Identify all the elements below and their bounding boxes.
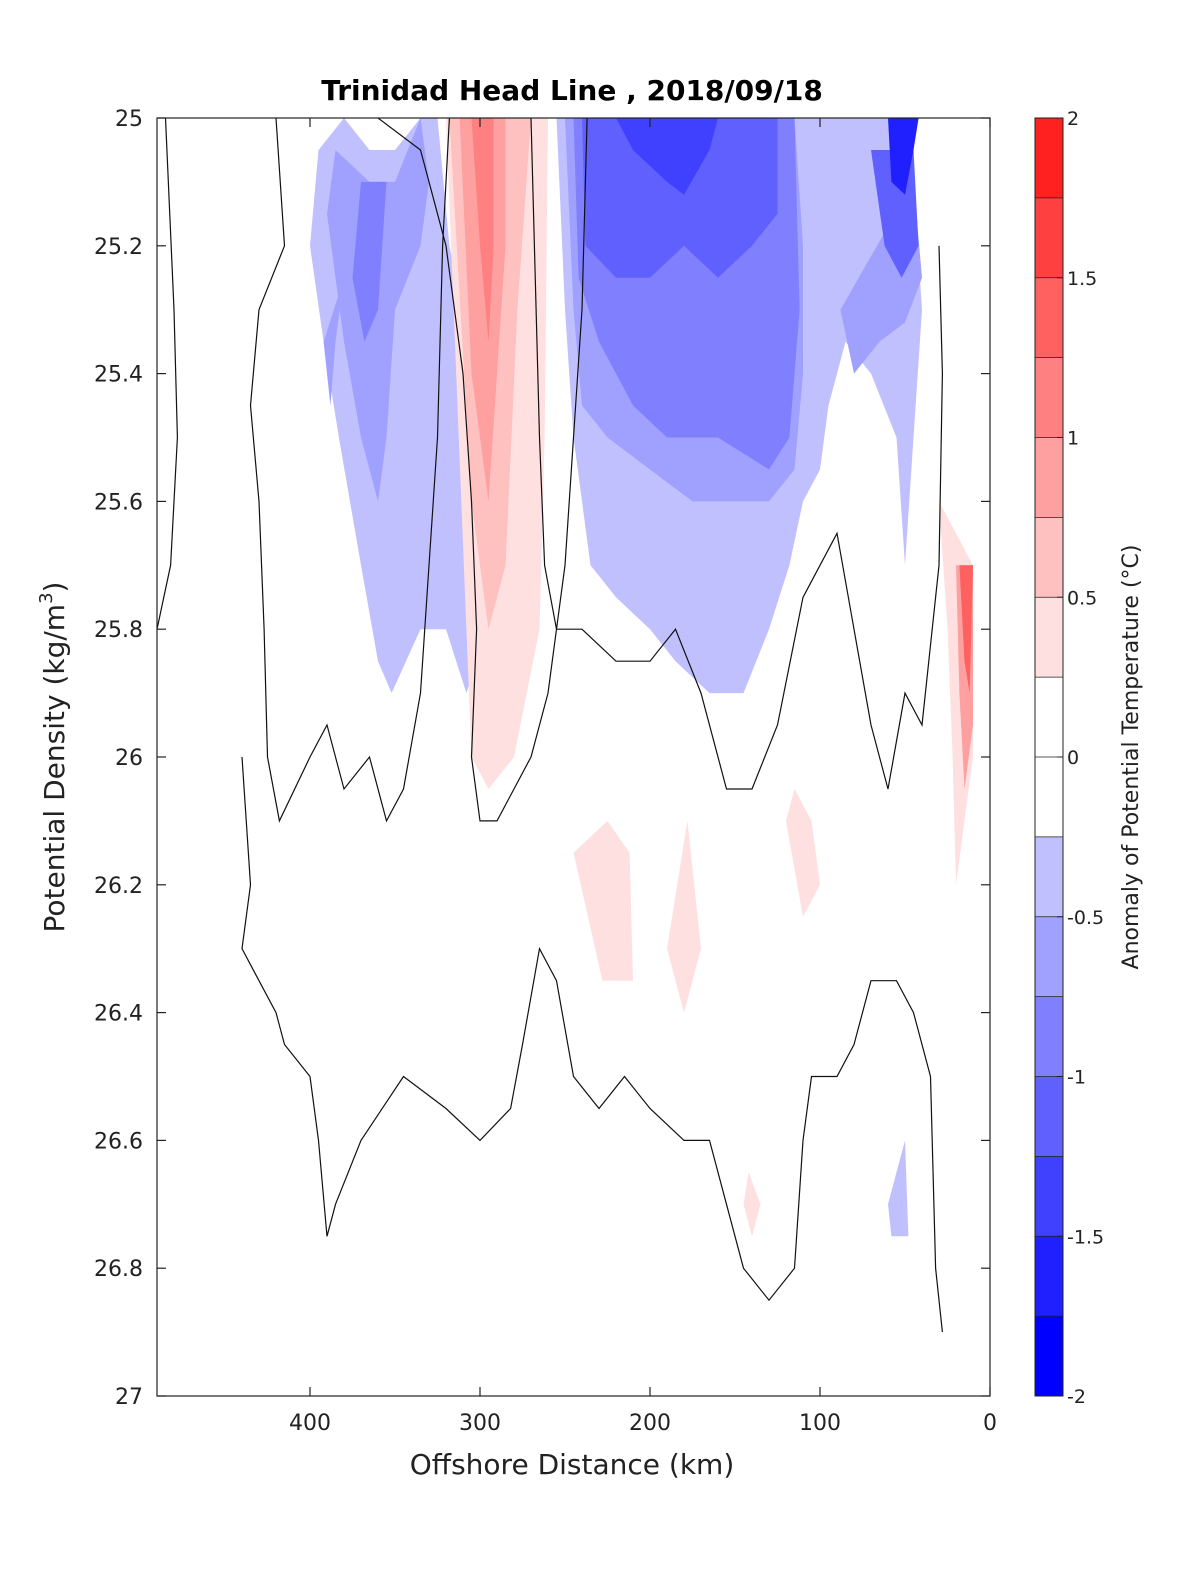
colorbar-segment — [1035, 677, 1063, 757]
contour-region-warm-300-core — [459, 118, 506, 502]
colorbar-segment — [1035, 1076, 1063, 1157]
colorbar-segment — [1035, 597, 1063, 678]
y-axis-label-close: ) — [38, 582, 71, 593]
contour-region-warm-blob-a — [573, 820, 633, 981]
y-tick-label: 25 — [115, 107, 143, 132]
y-tick-label: 25.2 — [94, 235, 143, 260]
colorbar-tick-label: 1 — [1067, 428, 1079, 450]
colorbar-tick-label: 0.5 — [1067, 587, 1097, 609]
contour-line-layer — [157, 118, 944, 1333]
colorbar-segment — [1035, 916, 1063, 997]
contour-line-5 — [241, 756, 943, 1333]
y-axis-label: Potential Density (kg/m3) — [36, 582, 71, 933]
contour-region-cold-east-d — [582, 118, 778, 278]
contour-region-cold-west-inner-a — [323, 277, 344, 406]
x-tick-label: 400 — [289, 1411, 331, 1436]
chart-title: Trinidad Head Line , 2018/09/18 — [321, 74, 823, 107]
colorbar-segment — [1035, 357, 1063, 438]
y-axis-label-superscript: 3 — [36, 592, 57, 603]
contour-region-cold-east-e — [616, 118, 718, 195]
colorbar-tick-label: -2 — [1067, 1386, 1086, 1408]
colorbar-segment — [1035, 197, 1063, 278]
y-axis-label-main: Potential Density (kg/m — [38, 604, 71, 933]
x-tick-label: 0 — [983, 1411, 997, 1436]
contour-region-warm-blob-d — [743, 1172, 761, 1237]
contour-line-3 — [249, 118, 450, 823]
colorbar-segment — [1035, 118, 1063, 198]
x-tick-label: 300 — [459, 1411, 501, 1436]
contour-region-warm-blob-c — [786, 789, 820, 917]
colorbar-tick-label: -1.5 — [1067, 1226, 1104, 1248]
colorbar-segment — [1035, 1236, 1063, 1317]
y-tick-label: 26.8 — [94, 1257, 143, 1282]
y-tick-label: 25.8 — [94, 618, 143, 643]
y-tick-label: 25.6 — [94, 490, 143, 515]
colorbar-tick-label: 0 — [1067, 747, 1079, 769]
contour-region-warm-blob-b — [667, 820, 701, 1013]
x-tick-label: 200 — [629, 1411, 671, 1436]
contour-region-cold-blob-e — [888, 1140, 909, 1237]
y-tick-label: 26 — [115, 746, 143, 771]
colorbar-label: Anomaly of Potential Temperature (°C) — [1119, 545, 1144, 970]
colorbar-segment — [1035, 836, 1063, 917]
contour-region-warm-300-peak — [471, 118, 494, 342]
y-tick-label: 25.4 — [94, 363, 143, 388]
contour-region-warm-coast-core — [959, 565, 973, 694]
colorbar-tick-label: -1 — [1067, 1067, 1086, 1089]
colorbar-segment — [1035, 757, 1063, 837]
x-axis-label: Offshore Distance (km) — [410, 1448, 735, 1481]
colorbar: 2 1.5 1 0.5 0 -0.5 -1 -1.5 -2 — [1034, 108, 1104, 1408]
colorbar-segment — [1035, 1156, 1063, 1237]
colorbar-tick-label: 2 — [1067, 108, 1079, 130]
x-axis: 400 300 200 100 0 — [289, 118, 997, 1436]
y-tick-label: 26.6 — [94, 1129, 143, 1154]
colorbar-segment — [1035, 437, 1063, 518]
colorbar-tick-label: -0.5 — [1067, 907, 1104, 929]
y-tick-label: 26.4 — [94, 1002, 143, 1027]
colorbar-segment — [1035, 517, 1063, 598]
y-tick-label: 27 — [115, 1385, 143, 1410]
contour-fill-layer — [310, 118, 973, 1237]
colorbar-segment — [1035, 1316, 1063, 1396]
y-tick-label: 26.2 — [94, 874, 143, 899]
y-axis: 25 25.2 25.4 25.6 25.8 26 26.2 26.4 26.6 26.8 27 — [94, 107, 990, 1410]
colorbar-segment — [1035, 996, 1063, 1077]
contour-region-cold-near-c — [888, 118, 919, 195]
colorbar-segment — [1035, 277, 1063, 358]
contour-region-cold-west-inner-c — [352, 181, 387, 342]
contour-line-1 — [157, 118, 179, 630]
colorbar-tick-label: 1.5 — [1067, 268, 1097, 290]
contour-line-2 — [377, 118, 588, 822]
x-tick-label: 100 — [799, 1411, 841, 1436]
contour-line-4 — [530, 118, 944, 790]
